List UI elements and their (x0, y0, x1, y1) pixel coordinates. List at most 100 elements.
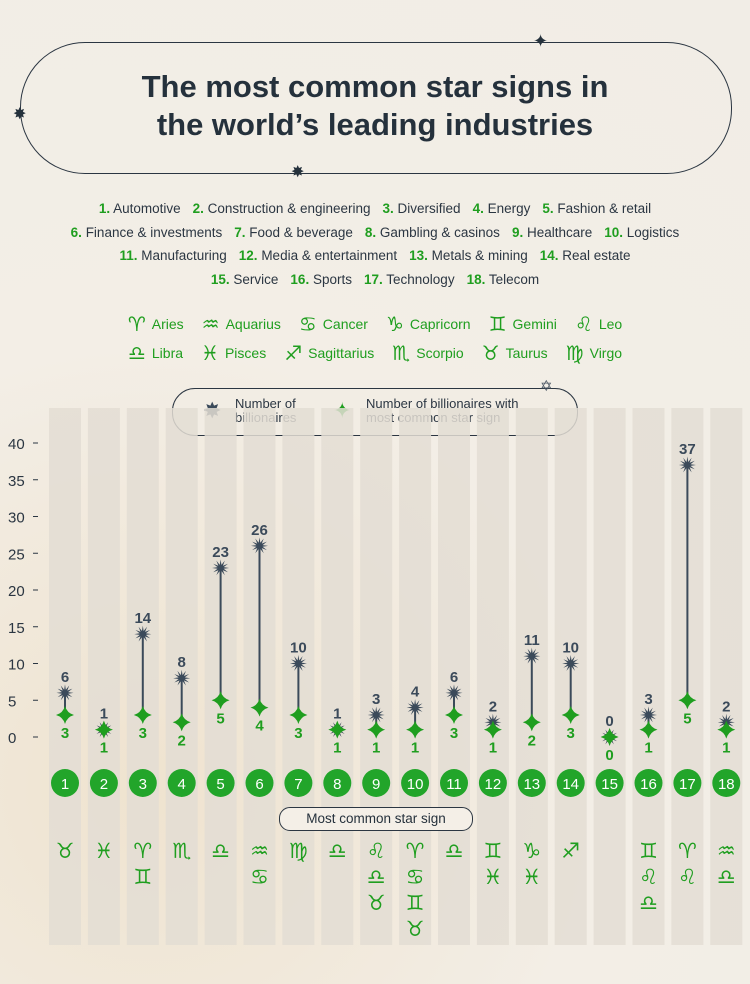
industry-number: 12. (238, 248, 258, 263)
sparkle-outline-icon: ✡ (540, 377, 553, 395)
starburst-icon: ✸ (291, 162, 305, 181)
common-value-label: 1 (333, 740, 341, 757)
billionaires-value-label: 23 (212, 544, 229, 561)
industry-item: 10. Logistics (604, 225, 679, 240)
common-sign-marker (250, 698, 269, 717)
common-value-label: 3 (294, 725, 302, 742)
industry-name: Energy (483, 201, 531, 216)
billionaires-value-label: 2 (489, 698, 497, 715)
industry-row: 6. Finance & investments 7. Food & bevera… (0, 225, 750, 240)
sign-name: Scorpio (416, 345, 464, 361)
billionaires-value-label: 26 (251, 522, 268, 539)
industry-badge (128, 769, 157, 797)
industry-badge (245, 769, 274, 797)
sagittarius-icon: ♐ (284, 341, 303, 365)
industry-item: 17. Technology (364, 272, 455, 287)
gemini-icon: ♊ (488, 312, 507, 336)
industry-name: Sports (309, 272, 352, 287)
zodiac-sign-icon: ♋ (405, 865, 425, 889)
column-band (399, 408, 432, 945)
common-sign-marker (328, 720, 347, 739)
common-value-label: 1 (411, 740, 419, 757)
billionaires-value-label: 3 (644, 691, 652, 708)
zodiac-sign-icon: ♉ (405, 917, 425, 941)
sign-row: ♎ Libra ♓ Pisces ♐ Sagittarius ♏ Scorpio ♉ Taurus… (0, 341, 750, 365)
billionaires-value-label: 11 (524, 632, 540, 649)
industry-name: Technology (382, 272, 455, 287)
zodiac-sign-icon: ♌ (366, 839, 386, 863)
zodiac-sign-icon: ♊ (405, 891, 425, 915)
common-value-label: 1 (489, 740, 497, 757)
common-sign-marker (639, 720, 658, 739)
zodiac-sign-icon: ♊ (483, 839, 503, 863)
industry-item: 5. Fashion & retail (542, 201, 651, 216)
zodiac-sign-icon: ♋ (250, 865, 269, 889)
industry-name: Automotive (110, 201, 181, 216)
most-common-sign-column: ♊ ♓ (474, 838, 512, 890)
capricorn-icon: ♑ (385, 312, 404, 336)
pisces-icon: ♓ (201, 341, 219, 365)
y-tick-label: 10 (8, 657, 25, 674)
billionaires-marker (523, 647, 541, 665)
common-sign-marker (94, 720, 113, 739)
common-value-label: 3 (450, 725, 458, 742)
industry-item: 12. Media & entertainment (239, 248, 397, 263)
zodiac-sign-icon: ♒ (716, 839, 736, 863)
industry-badge (517, 769, 546, 797)
zodiac-sign-icon: ♑ (522, 839, 542, 863)
most-common-sign-column: ♐ (552, 838, 590, 864)
industry-badge (51, 769, 79, 797)
common-sign-marker (133, 705, 152, 724)
industry-item: 4. Energy (473, 201, 531, 216)
zodiac-sign-icon: ♎ (366, 865, 386, 889)
industry-item: 18. Telecom (467, 272, 540, 287)
common-sign-marker (717, 720, 736, 739)
common-sign-marker (56, 705, 74, 724)
billionaires-marker (289, 655, 307, 672)
billionaires-marker (678, 456, 696, 474)
billionaires-marker (134, 625, 152, 643)
column-band (49, 408, 81, 945)
sign-item: ♈ Aries (128, 312, 184, 336)
most-common-sign-column: ♍ (279, 838, 317, 864)
title-frame (20, 42, 732, 174)
industry-name: Service (229, 272, 279, 287)
industry-badge (634, 769, 663, 797)
zodiac-sign-icon: ♉ (366, 891, 386, 915)
industry-item: 3. Diversified (383, 201, 461, 216)
sign-item: ♒ Aquarius (202, 312, 281, 336)
industry-badge-number: 6 (255, 776, 263, 793)
most-common-sign-column: ♑ ♓ (513, 838, 551, 890)
industry-name: Telecom (485, 272, 540, 287)
zodiac-sign-icon: ♎ (716, 865, 736, 889)
industry-number: 17. (363, 272, 383, 287)
most-common-sign-column: ♎ (202, 838, 240, 864)
billionaires-marker (640, 706, 657, 724)
billionaires-value-label: 4 (411, 684, 420, 701)
zodiac-sign-icon: ♍ (288, 839, 308, 863)
common-value-label: 1 (644, 740, 652, 757)
most-common-sign-column: ♉ (46, 838, 84, 864)
industry-name: Construction & engineering (203, 201, 371, 216)
billionaires-marker (173, 669, 191, 687)
industry-item: 14. Real estate (540, 248, 631, 263)
most-common-sign-column: ♒ ♋ (241, 838, 279, 890)
most-common-sign-column: ♌ ♎ ♉ (357, 838, 395, 916)
industry-badge (89, 769, 118, 797)
industry-number: 6. (70, 225, 82, 240)
legend-common-line1: Number of billionaires with (366, 396, 519, 411)
industry-number: 16. (290, 272, 310, 287)
industry-badge (478, 769, 507, 797)
legend-billionaires-line1: Number of (235, 396, 296, 411)
billionaires-value-label: 1 (333, 706, 341, 723)
billionaires-marker (445, 684, 463, 702)
sign-item: ♎ Libra (128, 341, 183, 365)
industry-badge (556, 769, 585, 797)
zodiac-sign-icon: ♈ (133, 839, 153, 863)
common-value-label: 3 (139, 725, 147, 742)
y-tick-label: 30 (8, 510, 25, 527)
sign-name: Aquarius (225, 316, 281, 332)
zodiac-sign-icon: ♈ (405, 839, 425, 863)
